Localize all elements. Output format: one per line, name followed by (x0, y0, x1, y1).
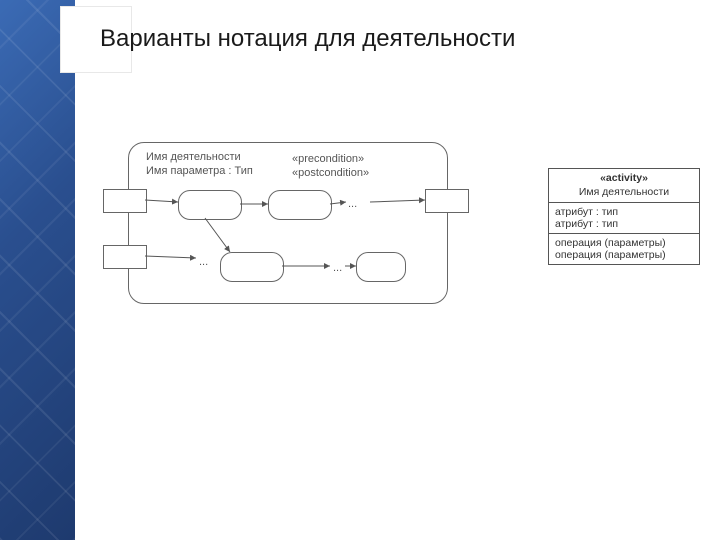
param-box (425, 189, 469, 213)
param-box (103, 245, 147, 269)
page-title: Варианты нотация для деятельности (100, 25, 515, 53)
attribute-row: атрибут : тип (555, 218, 693, 230)
postcondition-label: «postcondition» (292, 167, 369, 179)
sidebar-decoration (0, 0, 75, 540)
classifier-box: «activity»Имя деятельностиатрибут : типа… (548, 168, 700, 265)
ellipsis: ... (199, 256, 208, 268)
param-box (103, 189, 147, 213)
activity-header-left: Имя деятельности Имя параметра : Тип (146, 150, 253, 179)
precondition-label: «precondition» (292, 153, 364, 165)
classifier-header: «activity»Имя деятельности (549, 169, 699, 203)
operation-row: операция (параметры) (555, 249, 693, 261)
classifier-name: Имя деятельности (555, 186, 693, 200)
classifier-stereotype: «activity» (555, 172, 693, 186)
action-node (268, 190, 332, 220)
operation-row: операция (параметры) (555, 237, 693, 249)
attribute-row: атрибут : тип (555, 206, 693, 218)
classifier-operations: операция (параметры)операция (параметры) (549, 234, 699, 264)
action-node (220, 252, 284, 282)
ellipsis: ... (333, 262, 342, 274)
activity-header-right: «precondition» «postcondition» (292, 152, 369, 181)
action-node (356, 252, 406, 282)
action-node (178, 190, 242, 220)
activity-param-label: Имя параметра : Тип (146, 165, 253, 177)
ellipsis: ... (348, 198, 357, 210)
classifier-attributes: атрибут : типатрибут : тип (549, 203, 699, 234)
activity-name-label: Имя деятельности (146, 151, 241, 163)
